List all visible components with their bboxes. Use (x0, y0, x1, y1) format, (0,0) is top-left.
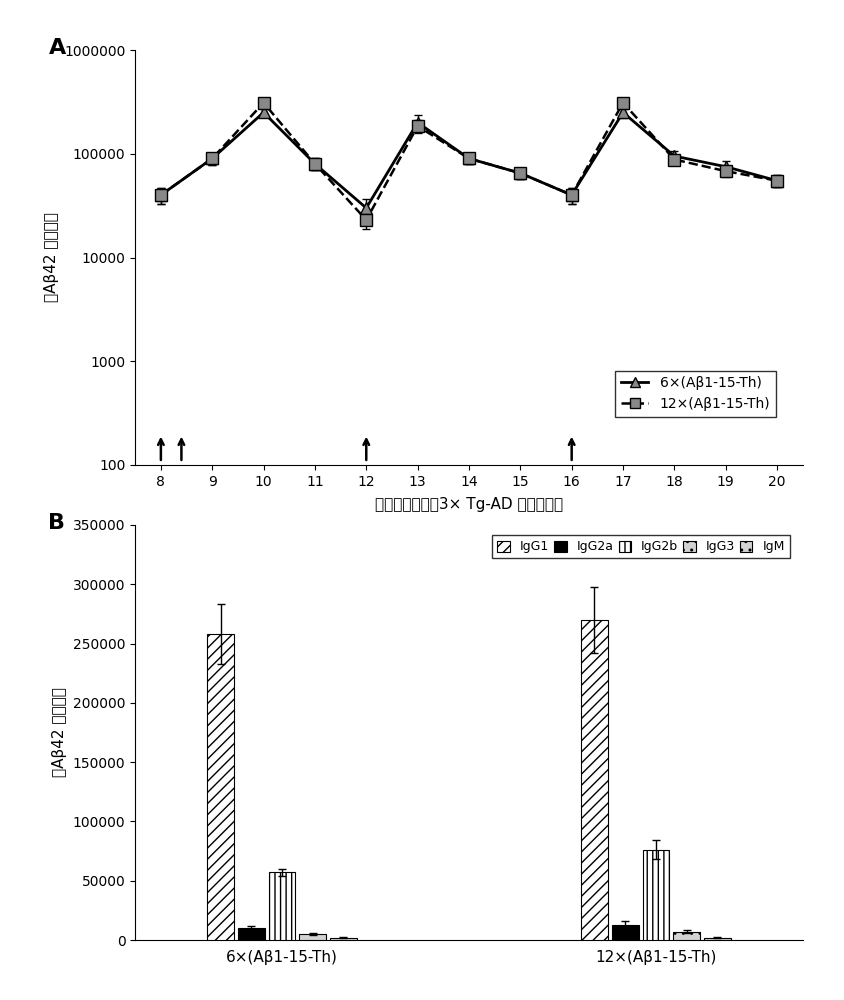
Bar (581, 620, 607, 940)
Y-axis label: 抗Aβ42 抗体滴度: 抗Aβ42 抗体滴度 (52, 688, 68, 777)
Y-axis label: 抗Aβ42 抗体滴度: 抗Aβ42 抗体滴度 (44, 213, 58, 302)
Text: A: A (48, 38, 66, 58)
12×(Aβ1-15-Th) (463, 152, 473, 164)
X-axis label: 重组抗原免疫的3× Tg-AD 动物的月龄: 重组抗原免疫的3× Tg-AD 动物的月龄 (375, 497, 562, 512)
6×(Aβ1-15-Th) (463, 152, 473, 164)
12×(Aβ1-15-Th) (207, 152, 217, 164)
6×(Aβ1-15-Th) (566, 189, 576, 201)
12×(Aβ1-15-Th) (720, 165, 730, 177)
6×(Aβ1-15-Th) (310, 158, 320, 170)
12×(Aβ1-15-Th) (515, 167, 525, 179)
Text: B: B (48, 513, 65, 533)
Bar (238, 928, 264, 940)
12×(Aβ1-15-Th) (360, 214, 371, 226)
12×(Aβ1-15-Th) (412, 120, 422, 132)
Bar (268, 872, 295, 940)
6×(Aβ1-15-Th) (207, 152, 217, 164)
12×(Aβ1-15-Th) (668, 154, 679, 166)
6×(Aβ1-15-Th) (155, 189, 165, 201)
12×(Aβ1-15-Th) (258, 97, 268, 109)
6×(Aβ1-15-Th) (668, 150, 679, 162)
Line: 6×(Aβ1-15-Th): 6×(Aβ1-15-Th) (155, 107, 782, 214)
6×(Aβ1-15-Th) (412, 117, 422, 129)
Bar (641, 850, 668, 940)
12×(Aβ1-15-Th) (617, 97, 627, 109)
6×(Aβ1-15-Th) (771, 175, 782, 187)
Bar (330, 938, 356, 940)
Bar (299, 934, 326, 940)
12×(Aβ1-15-Th) (310, 158, 320, 170)
6×(Aβ1-15-Th) (515, 167, 525, 179)
Line: 12×(Aβ1-15-Th): 12×(Aβ1-15-Th) (155, 97, 782, 226)
6×(Aβ1-15-Th) (617, 106, 627, 118)
Bar (673, 932, 699, 940)
12×(Aβ1-15-Th) (155, 189, 165, 201)
Legend: 6×(Aβ1-15-Th), 12×(Aβ1-15-Th): 6×(Aβ1-15-Th), 12×(Aβ1-15-Th) (614, 370, 775, 417)
6×(Aβ1-15-Th) (360, 202, 371, 214)
12×(Aβ1-15-Th) (771, 175, 782, 187)
Legend: IgG1, IgG2a, IgG2b, IgG3, IgM: IgG1, IgG2a, IgG2b, IgG3, IgM (492, 535, 789, 558)
6×(Aβ1-15-Th) (258, 106, 268, 118)
Bar (207, 634, 234, 940)
Bar (611, 925, 638, 940)
Bar (703, 938, 730, 940)
6×(Aβ1-15-Th) (720, 161, 730, 173)
12×(Aβ1-15-Th) (566, 189, 576, 201)
